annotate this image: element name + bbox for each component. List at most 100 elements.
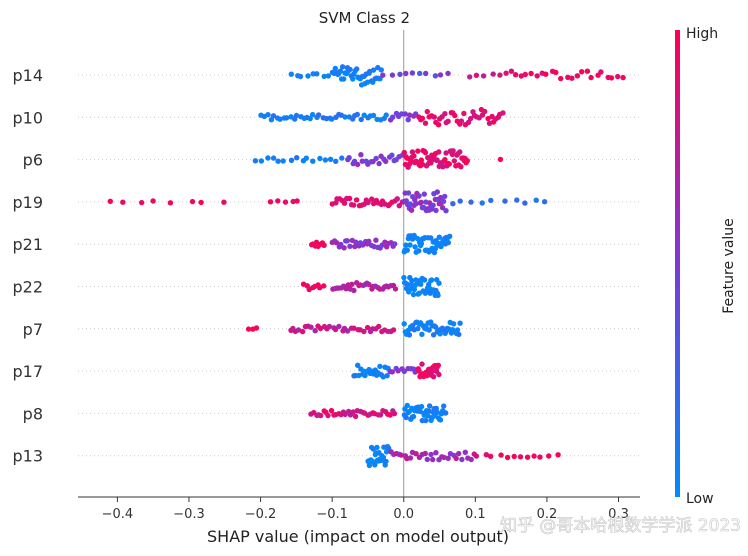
shap-point-p14 — [288, 71, 294, 77]
x-tick-label: −0.1 — [316, 507, 348, 522]
shap-point-p7 — [253, 325, 260, 331]
shap-point-p7 — [376, 323, 382, 330]
feature-label-p19: p19 — [12, 193, 43, 212]
feature-labels: p14 p10 p6 p19 p21 p22 p7 p17 p8 p13 — [12, 66, 43, 466]
x-tick-label: 0.0 — [393, 507, 414, 522]
shap-point-p14 — [378, 67, 384, 73]
shap-point-p6 — [450, 148, 456, 154]
shap-point-p13 — [428, 451, 434, 458]
shap-point-p14 — [403, 70, 409, 77]
shap-point-p19 — [433, 207, 439, 214]
shap-point-p6 — [258, 158, 265, 164]
shap-point-p8 — [434, 409, 441, 416]
shap-point-p10 — [435, 122, 442, 128]
colorbar-title: Feature value — [721, 218, 737, 314]
shap-point-p17 — [389, 369, 395, 375]
shap-point-p6 — [265, 155, 271, 161]
shap-point-p13 — [504, 454, 511, 461]
shap-point-p8 — [352, 413, 359, 420]
shap-point-p8 — [410, 413, 417, 420]
shap-point-p10 — [358, 116, 364, 123]
shap-point-p19 — [488, 197, 494, 204]
shap-point-p14 — [588, 74, 594, 81]
shap-point-p14 — [397, 71, 403, 78]
shap-point-p10 — [452, 112, 458, 119]
feature-label-p8: p8 — [23, 404, 43, 423]
shap-point-p6 — [436, 149, 442, 155]
shap-point-p8 — [325, 412, 331, 419]
shap-point-p19 — [267, 199, 274, 205]
shap-point-p17 — [377, 363, 383, 370]
shap-point-p13 — [498, 452, 504, 458]
shap-point-p13 — [459, 456, 465, 463]
shap-point-p21 — [341, 245, 347, 251]
shap-point-p10 — [354, 111, 360, 118]
shap-point-p6 — [464, 158, 470, 164]
x-tick-label: 0.3 — [608, 507, 629, 522]
shap-point-p10 — [431, 114, 437, 120]
shap-point-p17 — [435, 362, 441, 368]
shap-point-p6 — [458, 164, 464, 170]
shap-point-p14 — [467, 74, 473, 80]
shap-point-p7 — [437, 331, 443, 337]
shap-point-p8 — [425, 413, 431, 419]
shap-point-p8 — [387, 412, 393, 418]
shap-point-p10 — [500, 110, 506, 116]
shap-point-p19 — [416, 193, 422, 199]
shap-point-p14 — [503, 70, 509, 76]
shap-point-p8 — [350, 409, 356, 415]
shap-point-p13 — [468, 456, 474, 463]
shap-point-p7 — [344, 328, 351, 334]
shap-point-p17 — [395, 368, 401, 374]
shap-point-p13 — [372, 462, 378, 468]
shap-point-p13 — [555, 452, 561, 458]
shap-point-p22 — [392, 286, 399, 292]
shap-point-p7 — [430, 332, 437, 338]
shap-point-p19 — [457, 198, 463, 204]
shap-point-p19 — [198, 199, 204, 206]
shap-point-p7 — [454, 327, 461, 333]
shap-point-p14 — [437, 72, 444, 78]
shap-point-p17 — [401, 368, 407, 375]
shap-point-p7 — [336, 323, 342, 330]
shap-point-p19 — [418, 199, 424, 205]
shap-point-p14 — [321, 73, 327, 80]
shap-point-p13 — [433, 450, 439, 456]
shap-point-p13 — [398, 452, 404, 458]
shap-point-p22 — [411, 286, 417, 293]
shap-point-p6 — [270, 155, 277, 161]
chart-title: SVM Class 2 — [319, 9, 410, 27]
row-guide-lines — [78, 74, 640, 457]
shap-point-p19 — [405, 190, 412, 196]
shap-point-p19 — [440, 198, 447, 205]
shap-point-p10 — [315, 112, 322, 118]
shap-point-p13 — [383, 458, 389, 465]
shap-point-p7 — [308, 324, 314, 330]
shap-point-p19 — [346, 195, 353, 202]
shap-point-p7 — [426, 327, 432, 333]
shap-point-p14 — [423, 70, 429, 77]
shap-point-p8 — [318, 412, 324, 419]
shap-point-p19 — [139, 199, 145, 206]
shap-point-p6 — [333, 158, 339, 164]
shap-point-p10 — [458, 118, 465, 124]
shap-point-p7 — [401, 321, 407, 327]
shap-point-p6 — [383, 158, 389, 164]
shap-point-p10 — [406, 112, 413, 118]
shap-point-p6 — [419, 161, 426, 167]
shap-point-p10 — [383, 112, 389, 118]
shap-point-p8 — [441, 403, 447, 409]
shap-point-p10 — [486, 120, 493, 127]
shap-point-p21 — [352, 243, 358, 250]
shap-point-p22 — [435, 292, 441, 299]
shap-point-p8 — [426, 408, 432, 414]
shap-point-p21 — [366, 238, 372, 244]
shap-point-p19 — [442, 193, 448, 200]
shap-point-p19 — [533, 197, 539, 203]
shap-point-p8 — [404, 402, 410, 409]
shap-point-p7 — [364, 324, 371, 331]
shap-point-p14 — [620, 74, 626, 81]
shap-point-p10 — [442, 111, 448, 117]
x-tick-label: −0.4 — [102, 507, 134, 522]
shap-point-p6 — [280, 158, 286, 164]
